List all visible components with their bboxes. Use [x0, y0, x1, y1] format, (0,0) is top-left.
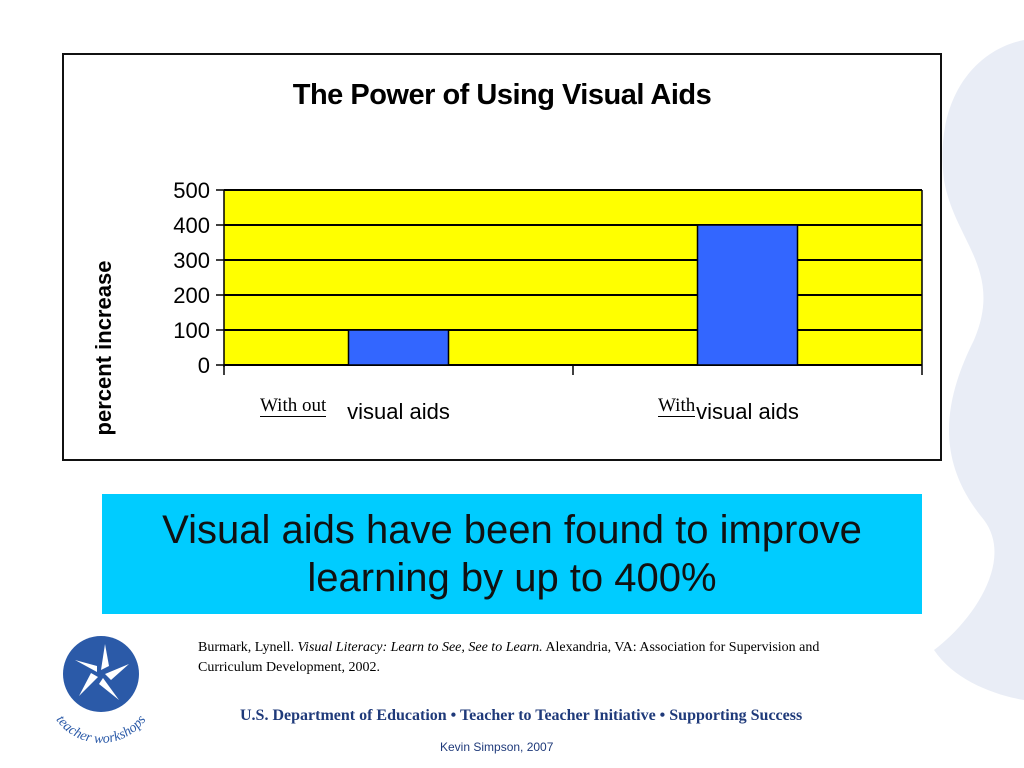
teacher-workshops-logo: teacher workshops — [53, 636, 150, 747]
y-tick-label: 200 — [173, 283, 210, 308]
callout-text: Visual aids have been found to improve l… — [162, 508, 862, 600]
callout-banner: Visual aids have been found to improve l… — [102, 494, 922, 614]
citation: Burmark, Lynell. Visual Literacy: Learn … — [198, 638, 878, 678]
background-decoration — [934, 40, 1024, 700]
y-tick-label: 300 — [173, 248, 210, 273]
logo-text: teacher workshops — [53, 712, 150, 747]
x-tick-label: visual aids — [347, 399, 450, 424]
citation-author: Burmark, Lynell. — [198, 640, 295, 655]
y-tick-label: 100 — [173, 318, 210, 343]
bar-chart: 0 100 200 300 400 500 visual aids visual aids — [173, 178, 923, 424]
bar — [696, 224, 799, 366]
citation-publisher: Alexandria, VA: Association for Supervis… — [198, 640, 820, 675]
y-tick-label: 0 — [198, 353, 210, 378]
author-credit: Kevin Simpson, 2007 — [440, 740, 554, 754]
chart-frame: The Power of Using Visual Aids percent i… — [62, 53, 942, 461]
y-tick-label: 500 — [173, 178, 210, 203]
x-tick-label: visual aids — [696, 399, 799, 424]
svg-text:teacher workshops: teacher workshops — [53, 712, 150, 747]
footer-tagline: U.S. Department of Education • Teacher t… — [240, 707, 803, 724]
y-tick-label: 400 — [173, 213, 210, 238]
without-annotation: With out — [259, 395, 328, 417]
chart-title: The Power of Using Visual Aids — [292, 79, 712, 111]
with-annotation: With — [657, 395, 697, 417]
citation-book-title: Visual Literacy: Learn to See, See to Le… — [297, 640, 543, 655]
bar — [347, 329, 450, 366]
plot-area — [224, 190, 922, 365]
